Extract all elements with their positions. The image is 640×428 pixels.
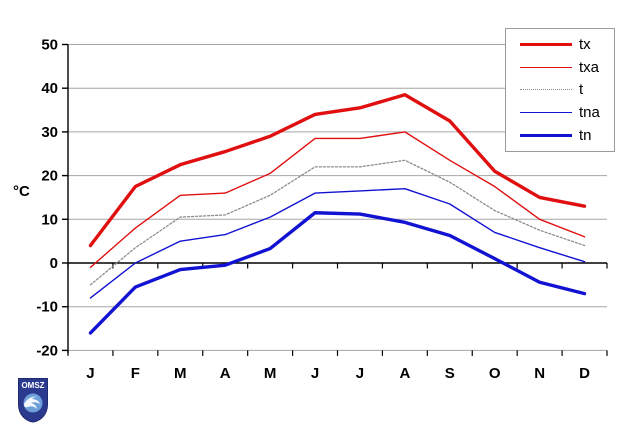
legend-label: txa <box>579 58 600 76</box>
y-tick-label: -20 <box>36 342 58 359</box>
y-tick-label: 50 <box>41 37 58 54</box>
x-tick-label: A <box>220 365 231 382</box>
legend-item-txa: txa <box>506 57 614 77</box>
legend-label: t <box>579 81 584 99</box>
series-line-tna <box>89 188 586 299</box>
legend-label: tx <box>579 35 591 53</box>
chart-legend: tx txa t tna tn <box>505 28 615 152</box>
x-tick-label: F <box>131 365 140 382</box>
y-tick-label: 0 <box>50 255 58 272</box>
tn-line-sample <box>520 134 572 138</box>
series-line-tx <box>88 93 587 248</box>
omsz-logo: OMSZ <box>18 378 48 423</box>
y-tick-label: 40 <box>41 80 58 97</box>
x-tick-label: D <box>579 365 590 382</box>
y-axis-title: °C <box>13 183 30 200</box>
series-line-tn <box>88 211 587 335</box>
x-tick-label: M <box>264 365 277 382</box>
legend-label: tna <box>579 104 600 122</box>
tna-line-sample <box>520 112 572 114</box>
y-tick-label: -10 <box>36 299 58 316</box>
legend-item-tna: tna <box>506 103 614 123</box>
y-tick-label: 30 <box>41 124 58 141</box>
legend-item-t: t <box>506 80 614 100</box>
x-tick-label: O <box>489 365 501 382</box>
logo-wave-circle <box>23 393 43 413</box>
txa-line-sample <box>520 66 572 68</box>
y-tick-label: 10 <box>41 211 58 228</box>
x-tick-label: N <box>534 365 545 382</box>
x-tick-label: A <box>399 365 410 382</box>
tx-line-sample <box>520 42 572 46</box>
series-line-txa <box>89 131 586 269</box>
legend-item-tn: tn <box>506 126 614 146</box>
y-tick-label: 20 <box>41 168 58 185</box>
x-tick-label: J <box>356 365 364 382</box>
legend-item-tx: tx <box>506 34 614 54</box>
x-tick-label: J <box>86 365 94 382</box>
logo-text: OMSZ <box>21 381 44 390</box>
x-tick-label: S <box>445 365 455 382</box>
logo-wave-icon <box>24 396 40 409</box>
t-line-sample <box>520 89 572 91</box>
x-tick-label: M <box>174 365 187 382</box>
x-tick-label: J <box>311 365 319 382</box>
legend-label: tn <box>579 127 592 145</box>
series-line-t <box>89 159 586 286</box>
